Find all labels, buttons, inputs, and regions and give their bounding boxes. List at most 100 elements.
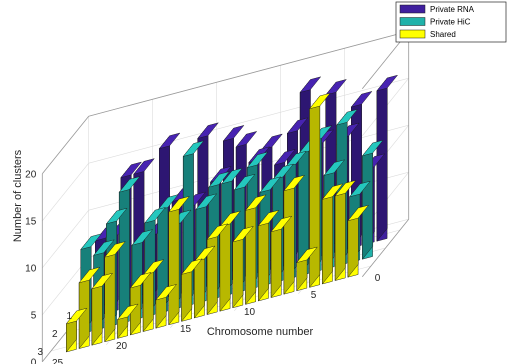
bar-top-face <box>182 140 205 157</box>
bar-shared-chr-6 <box>283 174 305 295</box>
x-tick-label: 25 <box>52 358 64 364</box>
bar-shared-chr-13 <box>194 245 216 319</box>
bar-side-face <box>118 179 130 325</box>
bar-top-face <box>155 284 177 301</box>
bar-top-face <box>195 193 217 210</box>
legend-entry-label: Shared <box>430 30 456 39</box>
legend-swatch <box>399 17 426 26</box>
bar-top-face <box>66 307 88 325</box>
bar-side-face <box>245 197 257 305</box>
bar-shared-chr-23 <box>66 307 88 353</box>
bar-side-face <box>206 226 218 315</box>
x-axis-front-edge <box>361 218 410 278</box>
bar-private-hic-chr-20 <box>118 176 141 325</box>
bar-top-face <box>120 161 142 178</box>
bar-shared-chr-12 <box>206 223 228 315</box>
legend-entry-label: Private RNA <box>430 5 475 14</box>
bar-top-face <box>323 159 345 176</box>
bar-top-face <box>362 139 384 157</box>
bar-top-face <box>235 131 257 148</box>
bar-top-face <box>336 109 358 126</box>
bar-top-face <box>232 226 254 243</box>
z-tick-label: 15 <box>25 216 37 227</box>
bar-top-face <box>208 171 230 188</box>
bar-top-face <box>91 272 113 290</box>
bar-side-face <box>104 244 116 343</box>
legend: Private RNA Private HiC Shared <box>395 1 507 43</box>
bar-top-face <box>349 180 371 198</box>
bar-top-face <box>78 266 100 284</box>
bar-shared-chr-17 <box>142 259 164 332</box>
bar-top-face <box>322 183 344 200</box>
bar-top-face <box>144 207 166 224</box>
bar-side-face <box>309 95 321 288</box>
bar-top-face <box>296 246 318 263</box>
bar-side-face <box>334 182 346 281</box>
bar-top-face <box>118 176 141 193</box>
y-tick-label: 1 <box>66 311 72 322</box>
bar-top-face <box>181 258 203 275</box>
bar-top-face <box>283 174 305 192</box>
y-tick-label: 3 <box>37 347 43 358</box>
bar-shared-chr-16 <box>155 284 177 329</box>
bar-top-face <box>93 239 115 256</box>
bar-shared-chr-10 <box>232 226 254 309</box>
z-tick-label: 5 <box>31 310 37 321</box>
bar-top-face <box>104 241 126 258</box>
bar-top-face <box>334 180 356 197</box>
bar-side-face <box>362 142 374 260</box>
bar-top-face <box>299 76 321 93</box>
bar-top-face <box>274 149 296 166</box>
bar-shared-chr-15 <box>168 196 190 326</box>
bar-shared-chr-11 <box>219 210 241 312</box>
bar-top-face <box>197 122 219 139</box>
box-edge <box>88 30 409 117</box>
x-tick-label: 0 <box>375 273 381 284</box>
bar-top-face <box>347 204 369 222</box>
x-tick-label: 5 <box>311 290 317 301</box>
bar-top-face <box>168 196 190 213</box>
bar-top-face <box>206 223 228 240</box>
bar-top-face <box>234 173 256 191</box>
bar-shared-chr-4 <box>309 92 331 288</box>
bar-private-rna-chr-1 <box>376 74 398 242</box>
z-tick-label: 0 <box>31 357 37 364</box>
back-wall-gridline <box>88 77 409 164</box>
bar-top-face <box>258 209 280 227</box>
x-tick-label: 20 <box>116 341 128 352</box>
z-tick-label: 20 <box>25 169 37 180</box>
bar-shared-chr-21 <box>91 272 113 346</box>
bars <box>66 74 398 353</box>
bar-shared-chr-14 <box>181 258 203 322</box>
bar-top-face <box>376 74 398 92</box>
bar-shared-chr-8 <box>258 209 280 302</box>
bar-shared-chr-2 <box>334 180 356 281</box>
z-axis-label: Number of clusters <box>12 149 24 242</box>
bar-shared-chr-1 <box>347 204 369 278</box>
legend-swatch <box>399 4 426 14</box>
bar-top-face <box>221 167 243 185</box>
bar-top-face <box>117 303 139 320</box>
box-edge <box>41 115 90 175</box>
bar-side-face <box>283 177 295 295</box>
left-wall-gridline <box>42 163 89 221</box>
bar-top-face <box>130 272 152 289</box>
bar-side-face <box>168 198 180 326</box>
bar-side-face <box>258 212 269 302</box>
tick-labels: 0 5 10 15 20 0 5 10 15 20 25 123 <box>25 169 381 364</box>
bar-top-face <box>246 151 269 168</box>
bar-top-face <box>223 125 245 142</box>
bar-shared-chr-5 <box>296 246 318 292</box>
bar-top-face <box>133 158 155 175</box>
bar-shared-chr-9 <box>245 194 267 305</box>
bar-top-face <box>106 207 128 225</box>
bar-top-face <box>80 233 102 250</box>
bar-side-face <box>322 186 333 285</box>
z-tick-label: 10 <box>25 263 37 274</box>
bar-top-face <box>259 176 281 193</box>
left-wall-gridline <box>42 210 89 268</box>
bar-top-face <box>270 215 292 233</box>
bar-top-face <box>159 132 181 149</box>
